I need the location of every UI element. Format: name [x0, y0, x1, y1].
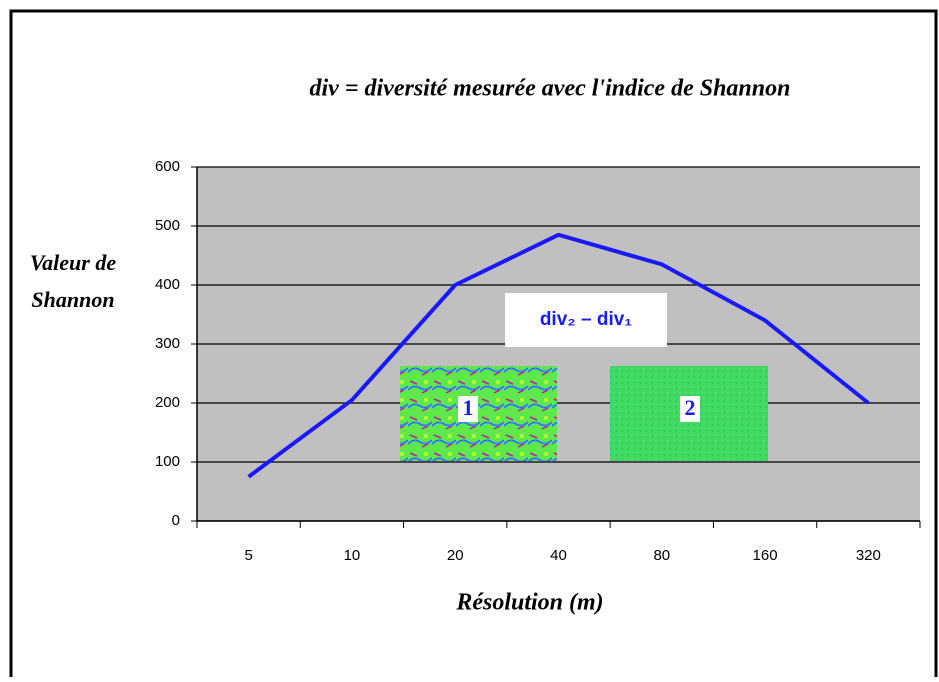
annotation: div₂ – div₁ — [540, 309, 632, 330]
y-tick-label: 300 — [155, 335, 180, 352]
x-tick-label: 40 — [550, 547, 567, 564]
y-tick-label: 400 — [155, 276, 180, 293]
y-axis-label: Valeur de — [30, 250, 116, 275]
annotation-box — [505, 293, 667, 347]
marks: 0 100 200 300 400 500 600 5 10 20 40 80 160 320 — [155, 158, 921, 564]
chart-title: div = diversité mesurée avec l'indice de… — [310, 76, 791, 102]
x-axis-label: Résolution (m) — [455, 590, 603, 616]
line-series — [247, 232, 870, 479]
inset-label: 2 — [685, 395, 696, 420]
inset-badge — [458, 396, 478, 422]
y-tick-label: 100 — [155, 453, 180, 470]
x-tick-label: 20 — [447, 547, 464, 564]
y-tick-label: 200 — [155, 394, 180, 411]
y-tick-label: 600 — [155, 158, 180, 175]
x-tick-label: 10 — [344, 547, 361, 564]
y-axis-label: Shannon — [31, 287, 114, 312]
inset-badge — [680, 396, 700, 422]
y-tick-label: 500 — [155, 217, 180, 234]
inset-label: 1 — [463, 395, 474, 420]
x-tick-label: 80 — [653, 547, 670, 564]
x-tick-label: 160 — [753, 547, 778, 564]
x-tick-label: 320 — [856, 547, 881, 564]
inset-image — [400, 366, 557, 461]
y-tick-label: 0 — [172, 512, 180, 529]
x-tick-label: 5 — [244, 547, 252, 564]
